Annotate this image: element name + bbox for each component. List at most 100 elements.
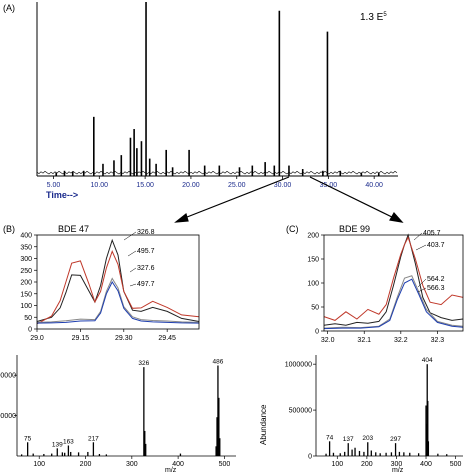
panel-d-peak-label: 486 bbox=[213, 359, 224, 366]
panel-d-x-tick-label: 300 bbox=[126, 461, 138, 468]
panel-b-trace-label: 495.7 bbox=[137, 248, 155, 255]
panel-b-y-tick-label: 50 bbox=[24, 315, 32, 322]
panel-b-y-tick-label: 100 bbox=[20, 303, 32, 310]
panel-e-x-tick-label: 200 bbox=[361, 461, 373, 468]
panel-c-x-tick-label: 32.1 bbox=[357, 337, 371, 344]
panel-b-x-tick-label: 29.15 bbox=[72, 335, 90, 342]
panel-c-title: BDE 99 bbox=[339, 224, 370, 234]
panel-e-peaks: 74 137 203 297 404 bbox=[325, 357, 448, 456]
panel-b-trace-label: 327.6 bbox=[137, 265, 155, 272]
panel-c-trace-label: 564.2 bbox=[427, 276, 445, 283]
panel-a-chromatogram: (A) 1.3 E5 Time--> 5.00 10.00 15.00 20.00 25… bbox=[3, 2, 398, 200]
panel-e-x-tick-label: 400 bbox=[420, 461, 432, 468]
arrow-to-panel-c-head bbox=[389, 211, 404, 223]
panel-d-peak-label: 326 bbox=[138, 360, 149, 367]
panel-e-x-tick-label: 500 bbox=[450, 461, 462, 468]
panel-c-trace-label-leader bbox=[417, 287, 427, 293]
panel-c-frame bbox=[323, 234, 464, 332]
arrow-to-panel-b bbox=[181, 176, 290, 220]
panel-c-trace-labels: 405.7 403.7 564.2 566.3 bbox=[413, 230, 445, 293]
panel-a-x-tick-label: 25.00 bbox=[228, 182, 246, 189]
panel-e-y-tick-label: 1000000 bbox=[285, 362, 312, 369]
panel-b-y-tick-label: 350 bbox=[20, 244, 32, 251]
panel-c-axes: 0 50 100 150 200 32.0 32.1 32.2 32.3 bbox=[307, 233, 464, 344]
panel-c-y-tick-label: 200 bbox=[307, 233, 319, 240]
panel-a-baseline bbox=[36, 170, 398, 175]
panel-e-y-tick-label: 0 bbox=[308, 454, 312, 461]
panel-c-x-tick-label: 32.3 bbox=[431, 337, 445, 344]
panel-b-title: BDE 47 bbox=[58, 224, 89, 234]
panel-b-bde47: (B) BDE 47 0 50 100 150 200 250 300 350 400 29.0 2… bbox=[3, 224, 200, 342]
panel-b-trace bbox=[36, 277, 200, 323]
panel-b-trace bbox=[36, 250, 200, 325]
arrow-to-panel-b-head bbox=[174, 212, 189, 223]
panel-e-peak-label: 137 bbox=[343, 436, 354, 443]
panel-b-trace-label-leader bbox=[123, 231, 137, 241]
panel-c-y-tick-label: 50 bbox=[311, 305, 319, 312]
panel-a-annotation: 1.3 E5 bbox=[360, 12, 387, 23]
panel-d-peak-label: 217 bbox=[88, 435, 99, 442]
panel-e-peak-label: 203 bbox=[362, 435, 373, 442]
panel-d-peaks: 75 139 163 217 326 486 bbox=[20, 359, 224, 456]
panel-d-x-tick-label: 500 bbox=[219, 461, 231, 468]
panel-e-peak-label: 404 bbox=[422, 357, 433, 364]
panel-c-y-tick-label: 150 bbox=[307, 257, 319, 264]
panel-b-trace-label-leader bbox=[129, 267, 137, 273]
panel-a-x-tick-label: 5.00 bbox=[47, 182, 61, 189]
panel-c-traces bbox=[323, 233, 464, 330]
panel-d-xlabel: m/z bbox=[165, 467, 177, 474]
panel-b-trace bbox=[36, 238, 200, 322]
panel-b-y-tick-label: 0 bbox=[28, 327, 32, 334]
zoom-arrows bbox=[174, 176, 404, 223]
panel-c-trace-label-leader bbox=[417, 278, 427, 288]
panel-e-x-tick-label: 100 bbox=[331, 461, 343, 468]
panel-a-x-tick-label: 15.00 bbox=[136, 182, 154, 189]
panel-d-y-tick-label: 500000 bbox=[0, 413, 16, 420]
panel-a-x-tick-label: 40.00 bbox=[365, 182, 383, 189]
panel-c-x-tick-label: 32.2 bbox=[394, 337, 408, 344]
panel-d-x-tick-label: 400 bbox=[172, 461, 184, 468]
panel-c-y-tick-label: 100 bbox=[307, 281, 319, 288]
panel-c-trace-label: 403.7 bbox=[427, 242, 445, 249]
panel-b-y-tick-label: 150 bbox=[20, 291, 32, 298]
panel-e-x-tick-label: 300 bbox=[391, 461, 403, 468]
panel-b-x-tick-label: 29.45 bbox=[158, 335, 176, 342]
panel-d-axes: 100 200 300 400 500 500000 1000000 bbox=[0, 355, 236, 468]
panel-b-y-tick-label: 300 bbox=[20, 256, 32, 263]
panel-c-trace-label: 566.3 bbox=[427, 285, 445, 292]
panel-b-label: (B) bbox=[3, 224, 15, 234]
panel-c-trace-label: 405.7 bbox=[423, 230, 441, 237]
panel-e-y-tick-label: 500000 bbox=[289, 408, 312, 415]
panel-e-peak-label: 297 bbox=[390, 436, 401, 443]
panel-d-x-tick-label: 200 bbox=[80, 461, 92, 468]
panel-e-mass-spectrum-bde99: m/z Abundance 74 137 203 297 404 0 500000 1000… bbox=[259, 355, 463, 474]
panel-c-trace bbox=[323, 233, 464, 326]
panel-b-y-tick-label: 200 bbox=[20, 280, 32, 287]
panel-b-y-tick-label: 250 bbox=[20, 268, 32, 275]
panel-b-trace-labels: 326.8 495.7 327.6 497.7 bbox=[123, 229, 155, 288]
panel-a-xlabel: Time--> bbox=[46, 190, 78, 200]
panel-d-peak-label: 139 bbox=[52, 441, 63, 448]
panel-a-x-tick-label: 20.00 bbox=[182, 182, 200, 189]
panel-c-trace bbox=[323, 236, 464, 321]
panel-e-axes: 0 500000 1000000 100 200 300 400 500 bbox=[285, 355, 463, 468]
panel-b-traces bbox=[36, 238, 200, 325]
panel-a-x-tick-label: 10.00 bbox=[91, 182, 109, 189]
panel-a-peaks bbox=[36, 2, 398, 176]
panel-e-xlabel: m/z bbox=[392, 467, 404, 474]
panel-c-label: (C) bbox=[286, 224, 299, 234]
panel-e-ylabel: Abundance bbox=[259, 404, 268, 445]
panel-b-y-tick-label: 400 bbox=[20, 233, 32, 240]
panel-a-x-tick-label: 30.00 bbox=[274, 182, 292, 189]
panel-d-peak-label: 163 bbox=[63, 438, 74, 445]
panel-b-axes: 0 50 100 150 200 250 300 350 400 29.0 29.15 29.30 29… bbox=[20, 233, 200, 342]
panel-b-trace-label: 326.8 bbox=[137, 229, 155, 236]
panel-d-peak-label: 75 bbox=[24, 435, 32, 442]
panel-b-trace-label-leader bbox=[129, 283, 137, 287]
panel-a-label: (A) bbox=[3, 3, 15, 13]
panel-d-x-tick-label: 100 bbox=[33, 461, 45, 468]
